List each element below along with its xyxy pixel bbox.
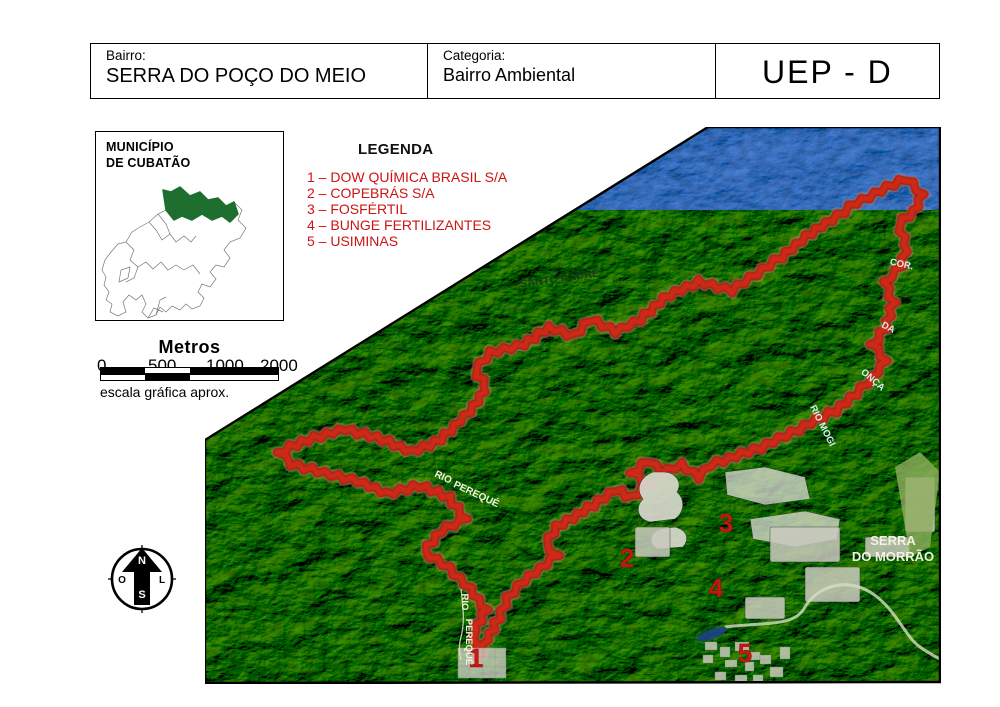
- svg-text:DO MORRÃO: DO MORRÃO: [852, 549, 934, 564]
- svg-text:L: L: [159, 575, 165, 586]
- svg-text:2: 2: [620, 543, 634, 573]
- svg-text:RIO: RIO: [459, 594, 470, 611]
- svg-text:3: 3: [719, 508, 733, 538]
- svg-text:SERRA: SERRA: [870, 533, 916, 548]
- svg-text:5: 5: [738, 638, 752, 668]
- svg-text:N: N: [138, 555, 146, 567]
- svg-text:S: S: [138, 589, 145, 601]
- svg-text:4: 4: [709, 573, 724, 603]
- svg-text:O: O: [118, 575, 126, 586]
- svg-text:PEREQUÉ: PEREQUÉ: [463, 619, 474, 665]
